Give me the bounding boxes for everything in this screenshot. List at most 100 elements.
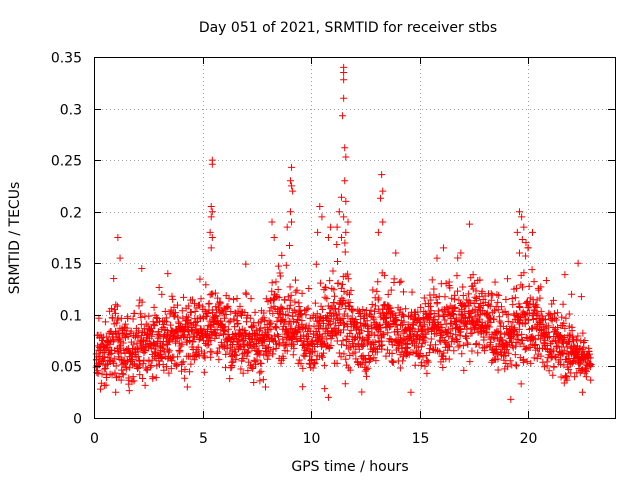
data-point (532, 340, 540, 348)
data-point (269, 296, 277, 304)
data-point (138, 264, 146, 272)
data-point (425, 310, 433, 318)
data-point (192, 322, 200, 330)
data-point (224, 302, 232, 310)
data-point (197, 295, 205, 303)
x-tick-label: 5 (199, 431, 208, 447)
data-point (200, 368, 208, 376)
data-point (407, 388, 415, 396)
data-point (265, 352, 273, 360)
data-point (279, 335, 287, 343)
data-point (196, 275, 204, 283)
data-point (453, 272, 461, 280)
data-point (208, 208, 216, 216)
data-point (416, 318, 424, 326)
data-point (353, 318, 361, 326)
data-point (323, 335, 331, 343)
data-point (396, 278, 404, 286)
grid (94, 57, 615, 418)
data-point (246, 314, 254, 322)
data-point (244, 349, 252, 357)
data-point (576, 360, 584, 368)
data-point (504, 349, 512, 357)
data-point (110, 355, 118, 363)
data-point (297, 360, 305, 368)
data-point (426, 345, 434, 353)
data-point (203, 341, 211, 349)
data-point (297, 310, 305, 318)
data-point (441, 293, 449, 301)
data-point (97, 385, 105, 393)
data-point (130, 310, 138, 318)
data-point (469, 271, 477, 279)
data-point (459, 283, 467, 291)
data-point (135, 302, 143, 310)
data-point (340, 68, 348, 76)
data-point (476, 276, 484, 284)
data-point (311, 347, 319, 355)
data-point (247, 295, 255, 303)
data-point (211, 334, 219, 342)
data-point (173, 326, 181, 334)
data-point (409, 349, 417, 357)
y-tick-label: 0.1 (60, 309, 82, 325)
data-point (304, 304, 312, 312)
data-point (100, 353, 108, 361)
data-point (317, 302, 325, 310)
data-point (287, 291, 295, 299)
data-point (158, 354, 166, 362)
data-point (570, 335, 578, 343)
data-point (178, 367, 186, 375)
chart-title: Day 051 of 2021, SRMTID for receiver stb… (199, 20, 497, 36)
data-point (587, 361, 595, 369)
data-point (113, 302, 121, 310)
data-point (346, 351, 354, 359)
data-point (567, 369, 575, 377)
data-point (302, 347, 310, 355)
data-point (290, 344, 298, 352)
data-point (291, 276, 299, 284)
data-point (333, 359, 341, 367)
data-point (269, 310, 277, 318)
data-point (323, 324, 331, 332)
data-point (286, 242, 294, 250)
data-point (366, 354, 374, 362)
data-point (174, 301, 181, 309)
data-point (525, 304, 533, 312)
data-point (523, 358, 531, 366)
data-point (403, 350, 411, 358)
data-point (190, 333, 198, 341)
y-tick-label: 0.35 (51, 51, 82, 67)
data-point (537, 307, 545, 315)
data-point (272, 278, 280, 286)
data-point (344, 275, 352, 283)
data-point (411, 361, 419, 369)
data-point (206, 322, 214, 330)
y-tick-labels: 0 0.05 0.1 0.15 0.2 0.25 0.3 0.35 (51, 51, 82, 428)
data-point (580, 343, 588, 351)
data-point (566, 338, 574, 346)
data-point (105, 356, 113, 364)
data-point (212, 330, 220, 338)
data-point (494, 355, 502, 363)
data-point (320, 349, 328, 357)
data-point (323, 295, 331, 303)
data-point (386, 323, 394, 331)
data-point (98, 370, 106, 378)
data-point (560, 361, 568, 369)
data-point (276, 339, 284, 347)
data-point (228, 358, 236, 366)
data-point (286, 177, 294, 185)
data-point (549, 371, 557, 379)
data-point (432, 341, 440, 349)
data-point (174, 313, 182, 321)
data-point (138, 298, 146, 306)
data-point (340, 213, 348, 221)
data-point (334, 279, 342, 287)
data-point (201, 354, 209, 362)
data-point (456, 332, 464, 340)
data-point (586, 354, 594, 362)
data-point (574, 332, 582, 340)
data-point (377, 194, 385, 202)
data-point (474, 349, 482, 357)
